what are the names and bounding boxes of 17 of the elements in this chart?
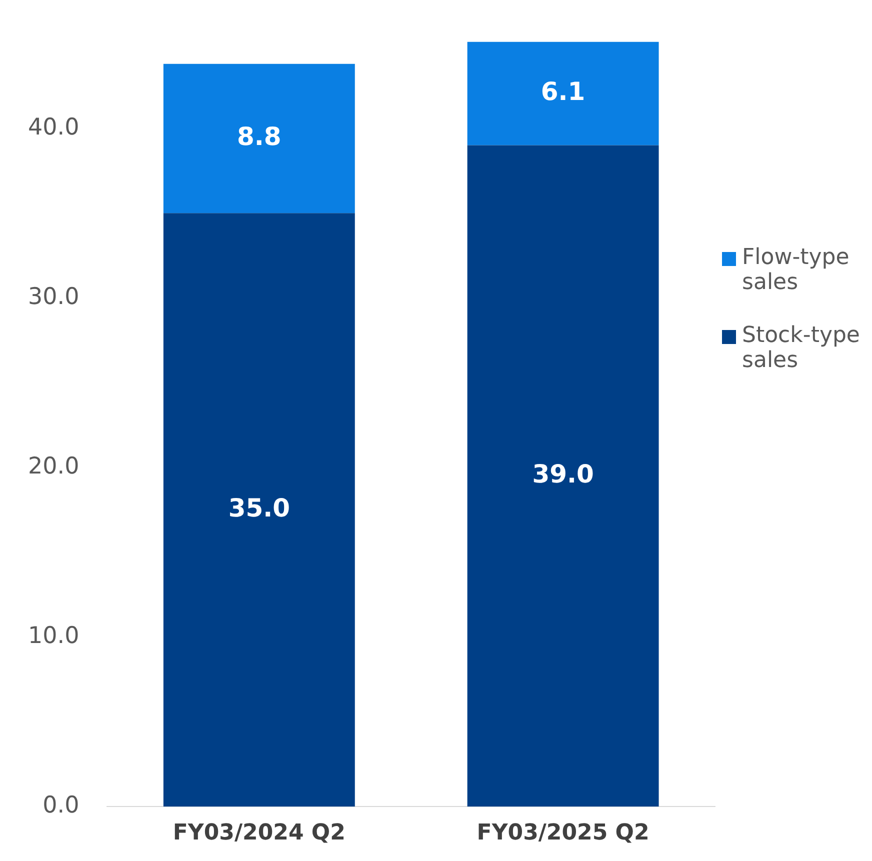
bar <box>163 64 355 214</box>
bar <box>163 213 355 807</box>
data-label: 8.8 <box>237 122 282 151</box>
data-label: 6.1 <box>540 77 586 106</box>
y-tick-label: 20.0 <box>28 453 80 480</box>
y-tick-label: 10.0 <box>28 622 80 649</box>
y-tick-label: 30.0 <box>28 284 80 310</box>
bar <box>467 42 659 146</box>
legend-label: Flow-type sales <box>742 245 850 295</box>
x-tick-label: FY03/2024 Q2 <box>172 820 346 846</box>
y-tick-label: 0.0 <box>42 792 80 819</box>
data-label: 39.0 <box>532 459 594 488</box>
legend-label: Stock-type sales <box>742 323 861 373</box>
y-tick-label: 40.0 <box>28 114 80 140</box>
x-tick-label: FY03/2025 Q2 <box>476 820 650 846</box>
bar <box>467 145 659 807</box>
data-label: 35.0 <box>228 493 290 522</box>
